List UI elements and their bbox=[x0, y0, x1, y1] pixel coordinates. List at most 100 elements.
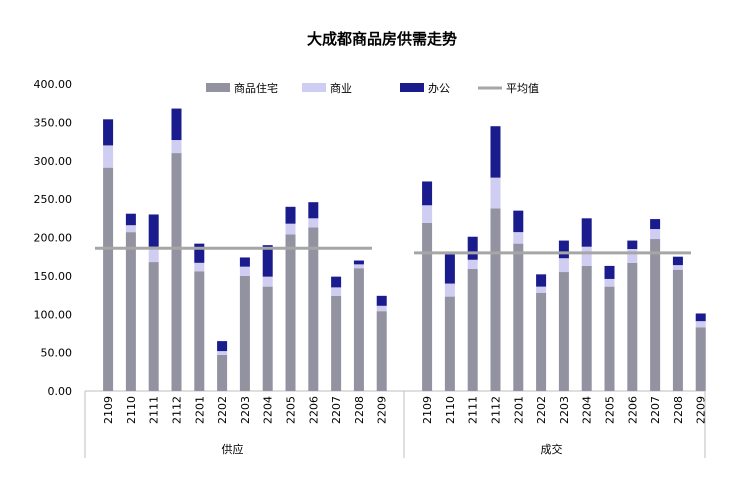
bar-commercial bbox=[376, 305, 387, 312]
x-tick-label: 2204 bbox=[262, 396, 275, 424]
bar-residential bbox=[285, 234, 296, 391]
x-tick-label: 2201 bbox=[193, 396, 206, 424]
bar-office bbox=[581, 218, 592, 247]
bar-residential bbox=[422, 222, 433, 391]
bar-residential bbox=[148, 262, 159, 391]
y-tick-label: 200.00 bbox=[34, 232, 73, 245]
y-tick-label: 400.00 bbox=[34, 78, 73, 91]
bar-commercial bbox=[308, 218, 319, 228]
y-tick-label: 300.00 bbox=[34, 155, 73, 168]
bar-office bbox=[627, 240, 638, 250]
bar-office bbox=[285, 206, 296, 224]
bar-residential bbox=[604, 286, 615, 391]
x-tick-label: 2205 bbox=[604, 396, 617, 424]
bar-commercial bbox=[331, 287, 342, 296]
bar-residential bbox=[581, 265, 592, 391]
bar-residential bbox=[125, 232, 136, 391]
group-label: 供应 bbox=[222, 442, 244, 456]
bar-residential bbox=[376, 311, 387, 391]
bar-commercial bbox=[125, 225, 136, 233]
bar-commercial bbox=[672, 265, 683, 270]
bar-commercial bbox=[148, 246, 159, 263]
bar-office bbox=[171, 108, 182, 141]
bar-office bbox=[308, 202, 319, 219]
bar-commercial bbox=[581, 246, 592, 266]
x-tick-label: 2208 bbox=[353, 396, 366, 424]
bar-office bbox=[467, 236, 478, 260]
bar-commercial bbox=[444, 283, 455, 297]
x-tick-label: 2205 bbox=[285, 396, 298, 424]
legend-label: 商业 bbox=[330, 81, 352, 95]
x-tick-label: 2202 bbox=[535, 396, 548, 424]
bar-residential bbox=[353, 268, 364, 391]
x-tick-label: 2208 bbox=[672, 396, 685, 424]
x-tick-label: 2110 bbox=[125, 396, 138, 424]
category-labels: 2109 2110 2111 2112 2201 2202 2203 2204 2205 2206… bbox=[102, 396, 708, 456]
bar-office bbox=[422, 181, 433, 206]
x-tick-label: 2209 bbox=[376, 396, 389, 424]
bar-residential bbox=[650, 239, 661, 391]
bar-residential bbox=[695, 327, 706, 391]
bar-office bbox=[490, 126, 501, 178]
x-tick-label: 2203 bbox=[558, 396, 571, 424]
y-tick-label: 250.00 bbox=[34, 193, 73, 206]
average-lines bbox=[95, 246, 691, 255]
bar-residential bbox=[558, 272, 569, 391]
bar-office bbox=[217, 341, 228, 352]
x-tick-label: 2201 bbox=[512, 396, 525, 424]
bar-commercial bbox=[627, 249, 638, 263]
bar-commercial bbox=[194, 262, 205, 272]
legend-swatch bbox=[302, 83, 326, 92]
bar-commercial bbox=[103, 145, 114, 168]
bar-office bbox=[444, 254, 455, 284]
bar-office bbox=[125, 213, 136, 226]
bar-commercial bbox=[650, 229, 661, 240]
bar-residential bbox=[308, 227, 319, 391]
bar-commercial bbox=[513, 232, 524, 244]
x-tick-label: 2203 bbox=[239, 396, 252, 424]
x-tick-label: 2111 bbox=[467, 396, 480, 424]
bar-commercial bbox=[490, 177, 501, 209]
y-tick-label: 150.00 bbox=[34, 270, 73, 283]
bar-commercial bbox=[239, 266, 250, 276]
bar-residential bbox=[103, 167, 114, 391]
bar-office bbox=[672, 256, 683, 266]
legend-swatch bbox=[206, 83, 230, 92]
bar-residential bbox=[513, 243, 524, 391]
x-tick-label: 2207 bbox=[649, 396, 662, 424]
bar-commercial bbox=[558, 258, 569, 273]
x-tick-label: 2202 bbox=[216, 396, 229, 424]
x-tick-label: 2112 bbox=[170, 396, 183, 424]
bar-office bbox=[650, 219, 661, 230]
x-tick-label: 2110 bbox=[444, 396, 457, 424]
bar-commercial bbox=[536, 286, 547, 293]
axes: 0.00 50.00 100.00 150.00 200.00 250.00 300.00 3… bbox=[34, 78, 706, 458]
bar-residential bbox=[262, 286, 273, 391]
bar-residential bbox=[331, 295, 342, 391]
bar-commercial bbox=[422, 205, 433, 223]
legend: 商品住宅 商业 办公 平均值 bbox=[206, 81, 539, 95]
bar-commercial bbox=[695, 321, 706, 328]
x-tick-label: 2204 bbox=[581, 396, 594, 424]
x-tick-label: 2109 bbox=[102, 396, 115, 424]
bar-office bbox=[148, 214, 159, 247]
bar-office bbox=[331, 276, 342, 288]
bar-residential bbox=[536, 292, 547, 391]
y-tick-label: 100.00 bbox=[34, 308, 73, 321]
y-tick-label: 50.00 bbox=[41, 347, 73, 360]
bar-office bbox=[262, 245, 273, 277]
y-tick-label: 350.00 bbox=[34, 116, 73, 129]
bar-commercial bbox=[262, 276, 273, 287]
bars bbox=[103, 108, 706, 391]
bar-commercial bbox=[285, 223, 296, 235]
bar-residential bbox=[217, 354, 228, 391]
bar-commercial bbox=[217, 351, 228, 355]
legend-label: 商品住宅 bbox=[234, 81, 278, 95]
bar-residential bbox=[627, 262, 638, 391]
legend-swatch bbox=[400, 83, 424, 92]
x-tick-label: 2207 bbox=[330, 396, 343, 424]
bar-office bbox=[536, 274, 547, 287]
bar-office bbox=[103, 119, 114, 146]
